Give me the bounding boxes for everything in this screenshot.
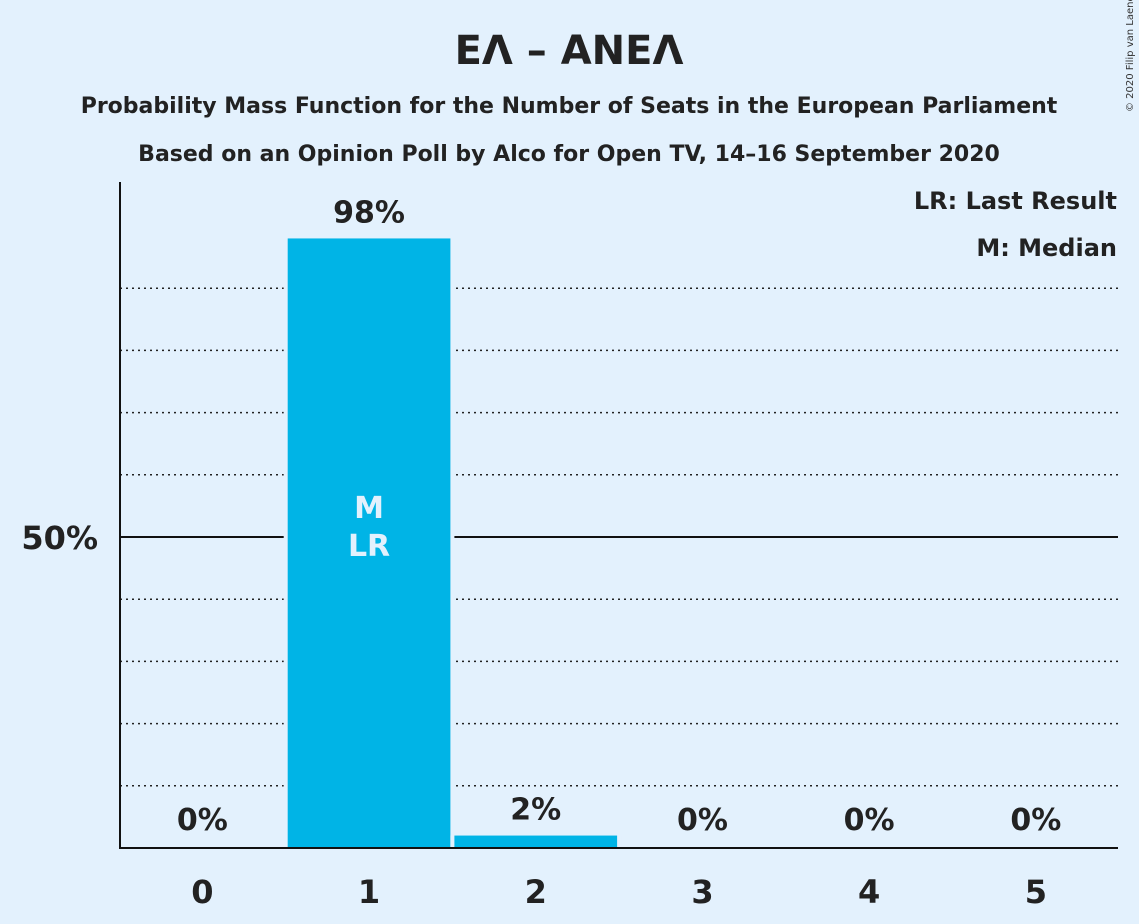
chart-subtitle-2: Based on an Opinion Poll by Alco for Ope… — [138, 142, 1000, 167]
chart-title: ΕΛ – ΑΝΕΛ — [455, 28, 684, 74]
copyright-text: © 2020 Filip van Laenen — [1125, 0, 1136, 112]
x-tick-label-2: 2 — [525, 873, 547, 911]
x-tick-label-5: 5 — [1025, 873, 1047, 911]
bar-2 — [454, 835, 618, 848]
data-label-4: 0% — [844, 803, 895, 838]
data-label-2: 2% — [510, 793, 561, 828]
gridlines — [120, 287, 1118, 787]
bar-annotation-m: M — [354, 491, 384, 526]
data-label-1: 98% — [333, 195, 405, 230]
legend-last-result: LR: Last Result — [914, 187, 1117, 215]
x-tick-label-0: 0 — [191, 873, 213, 911]
y-tick-label-50: 50% — [21, 519, 98, 557]
data-label-5: 0% — [1010, 803, 1061, 838]
bars — [283, 238, 622, 848]
chart-subtitle-1: Probability Mass Function for the Number… — [81, 94, 1058, 119]
data-label-3: 0% — [677, 803, 728, 838]
x-tick-label-4: 4 — [858, 873, 880, 911]
axes: 50% 0 1 2 3 4 5 — [21, 182, 1118, 911]
x-tick-label-1: 1 — [358, 873, 380, 911]
bar-annotation-lr: LR — [348, 529, 390, 564]
x-tick-label-3: 3 — [691, 873, 713, 911]
data-labels: 0% 98% 2% 0% 0% 0% MLR — [177, 195, 1061, 838]
data-label-0: 0% — [177, 803, 228, 838]
bar-1 — [287, 238, 451, 848]
legend-median: M: Median — [976, 234, 1117, 262]
